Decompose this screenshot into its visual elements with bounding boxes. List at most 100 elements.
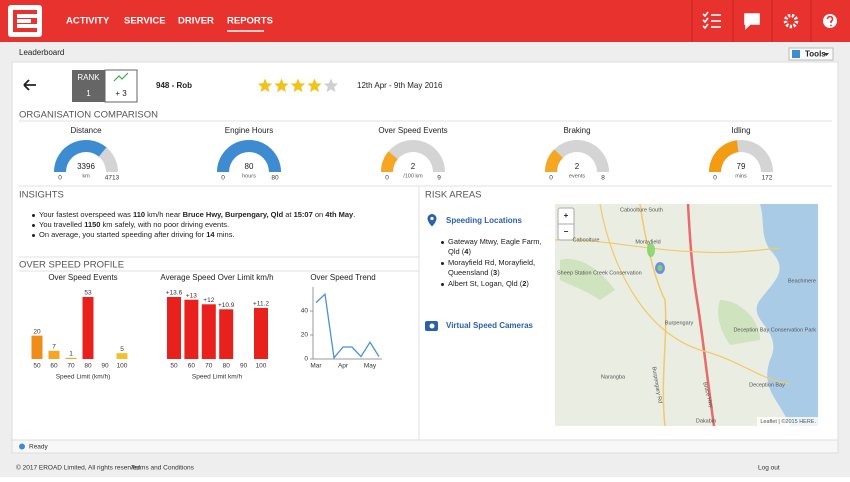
nav-item[interactable]: SERVICE (124, 16, 166, 27)
list-item: Albert St, Logan, Qld (2) (440, 279, 552, 289)
map-label: Narangba (601, 374, 626, 380)
map-label: Deception Bay Conservation Park (733, 327, 816, 333)
insights-list: Your fastest overspeed was 110 km/h near… (31, 210, 411, 240)
locations-list: Gateway Mtwy, Eagle Farm, Qld (4) Morayfi… (440, 237, 552, 290)
star (323, 78, 339, 93)
messages-icon[interactable] (744, 13, 760, 30)
x-tick-label: 70 (205, 363, 213, 370)
nav-item[interactable]: DRIVER (178, 16, 214, 27)
gauge-value: 79 (737, 162, 746, 171)
value-label: +13.6 (166, 290, 183, 297)
logout-link[interactable]: Log out (758, 465, 780, 472)
section-title: OVER SPEED PROFILE (19, 260, 124, 271)
gauge-unit: mins (735, 173, 747, 179)
help-icon[interactable] (823, 14, 837, 28)
map-label: Burpengary (665, 320, 694, 326)
map-label: Caboolture (573, 237, 600, 243)
x-tick-label: May (364, 363, 377, 370)
x-tick-label: Mar (310, 363, 322, 370)
text-part: at (283, 210, 294, 219)
gauge-value: 2 (575, 162, 580, 171)
rank-change-box (104, 69, 138, 103)
star (257, 78, 273, 93)
bar (116, 353, 128, 359)
map[interactable]: + − Caboolture South Caboolture Morayfield Sh… (554, 203, 818, 427)
text-part: 4th May (325, 210, 354, 219)
x-tick-label: 50 (33, 363, 41, 370)
speed-cameras-link[interactable]: Virtual Speed Cameras (446, 321, 534, 330)
gauge-max: 8 (601, 175, 605, 182)
zoom-in[interactable]: + (564, 211, 569, 220)
gauge-label: Braking (563, 126, 590, 135)
text-part: Bruce Hwy, Burpengary, Qld (182, 210, 284, 219)
y-tick-label: 0 (304, 356, 308, 363)
x-axis-label: Speed Limit (km/h) (56, 374, 111, 381)
x-tick-label: 60 (188, 363, 196, 370)
top-bar (0, 0, 850, 42)
nav-item[interactable]: ACTIVITY (66, 16, 110, 27)
gauge-unit: events (569, 173, 585, 179)
logo[interactable] (8, 5, 42, 37)
value-label: 20 (33, 328, 41, 335)
zoom-out[interactable]: − (564, 227, 569, 236)
tools-label[interactable]: Tools (805, 50, 826, 59)
gauge-label: Engine Hours (225, 126, 273, 135)
x-tick-label: 90 (240, 363, 248, 370)
chart-title: Over Speed Trend (310, 273, 375, 282)
attribution-bg (757, 417, 818, 426)
bar (167, 297, 181, 359)
back-arrow[interactable] (23, 79, 36, 91)
page-title: Leaderboard (19, 48, 64, 57)
period: 12th Apr - 9th May 2016 (357, 81, 443, 90)
chart-title: Average Speed Over Limit km/h (160, 273, 273, 282)
tools-button[interactable]: Tools (788, 47, 834, 61)
nav-icons (691, 0, 837, 42)
text-part: Albert St, Logan, Qld ( (448, 279, 523, 288)
bar (184, 299, 199, 359)
gauge-value-arc (381, 151, 398, 172)
value-label: 7 (52, 344, 56, 351)
list-item: You travelled 1150 km safely, with no po… (31, 220, 411, 230)
bar (82, 297, 94, 359)
gauge-max: 9 (437, 175, 441, 182)
x-axis-label: Speed Limit km/h (192, 374, 243, 381)
x-tick-label: 80 (84, 363, 92, 370)
gauge-value: 3396 (77, 162, 95, 171)
value-label: 5 (120, 346, 124, 353)
x-tick-label: 80 (223, 363, 231, 370)
gauge-value: 2 (411, 162, 416, 171)
text-part: . (353, 210, 356, 219)
camera-icon-lens (429, 323, 435, 329)
x-tick-label: 70 (67, 363, 75, 370)
map-label: Beachmere (788, 278, 816, 284)
driver-name: 948 - Rob (156, 81, 192, 90)
rank-change: + 3 (115, 89, 127, 98)
bar (254, 307, 268, 359)
text-part: ) (497, 268, 500, 277)
rank-value: 1 (86, 89, 91, 98)
gauge-track (545, 140, 609, 172)
map-label: Morayfield (635, 239, 660, 245)
nav-item[interactable]: REPORTS (227, 16, 273, 27)
text-part: km safely, with no poor driving events. (100, 220, 230, 229)
map-label: Deception Bay (749, 382, 785, 388)
text-part: mins. (214, 230, 235, 239)
gauge-unit: km (82, 173, 90, 179)
speeding-locations-link[interactable]: Speeding Locations (446, 216, 523, 225)
tasks-icon[interactable] (702, 11, 721, 30)
status-dot (19, 443, 25, 450)
text-part: 2 (522, 279, 527, 288)
gauge-max: 80 (271, 175, 279, 182)
gauge-value-arc (54, 140, 107, 172)
settings-icon[interactable] (783, 13, 799, 29)
text-part: km/h near (145, 210, 183, 219)
star (307, 78, 322, 93)
list-item: Morayfield Rd, Morayfield, Queensland (3… (440, 258, 552, 278)
map-label: Caboolture South (620, 207, 663, 213)
gauge-label: Over Speed Events (378, 126, 447, 135)
gauge-label: Distance (70, 126, 102, 135)
terms-link[interactable]: Terms and Conditions (131, 465, 195, 472)
gauge-min: 0 (58, 175, 62, 182)
bar (48, 350, 60, 359)
